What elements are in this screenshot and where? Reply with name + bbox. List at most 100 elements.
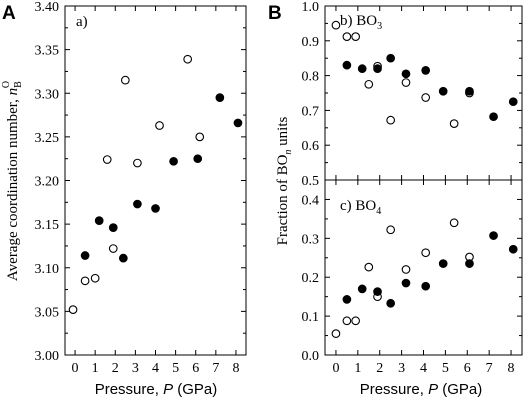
chart-a-point-open: [102, 155, 112, 164]
chart-b-ytick-label: 0.6: [302, 139, 320, 154]
chart-c-ytick-label: 0.1: [302, 310, 320, 325]
chart-a-point-filled: [169, 156, 178, 166]
chart-c-xtick-label: 8: [508, 361, 515, 376]
chart-a-point-filled: [151, 204, 160, 213]
chart-c-point-open: [351, 316, 360, 326]
chart-a-point-open: [120, 75, 130, 85]
chart-c-point-filled: [373, 287, 382, 296]
chart-b-point-open: [449, 119, 459, 128]
chart-b-point-open: [386, 115, 396, 125]
chart-c-point-filled: [401, 278, 411, 288]
chart-b-point-open: [421, 93, 431, 102]
chart-c-point-open: [364, 262, 374, 272]
chart-a-point-open: [108, 244, 118, 253]
chart-c-point-filled: [342, 295, 352, 304]
chart-b-ytick-label: 0.7: [302, 104, 320, 119]
chart-c-point-open: [342, 316, 352, 326]
chart-c-xtick-label: 7: [486, 361, 493, 376]
chart-a-ytick-label: 3.25: [35, 131, 60, 146]
chart-b-point-filled: [438, 86, 448, 96]
chart-b-annotation: b) BO3: [340, 13, 382, 32]
chart-a-point-open: [183, 54, 193, 64]
chart-c-ytick-label: 0.0: [302, 349, 320, 364]
chart-bc-ylabel: Fraction of BOn units: [275, 116, 294, 245]
chart-a-ytick-label: 3.05: [35, 305, 60, 320]
chart-c-point-open: [449, 218, 459, 228]
chart-b: 0.5 0.6 0.7 0.8 0.9 1.0 b) BO3: [302, 0, 523, 189]
chart-a-xtick-label: 2: [112, 361, 119, 376]
chart-a-frame: [64, 5, 247, 356]
chart-b-ytick-label: 1.0: [302, 0, 320, 15]
chart-b-point-open: [401, 78, 411, 87]
chart-c-point-filled: [438, 259, 448, 268]
chart-c-point-filled: [421, 281, 431, 291]
chart-a-point-open: [133, 158, 142, 168]
chart-b-point-filled: [465, 86, 474, 96]
chart-c-point-open: [386, 225, 396, 235]
chart-a-point-open: [90, 273, 100, 283]
chart-a-xtick-label: 8: [232, 361, 239, 376]
chart-a-point-open: [80, 276, 90, 286]
chart-a-xtick-label: 4: [152, 361, 159, 376]
chart-a-xtick-label: 3: [132, 361, 139, 376]
chart-b-ytick-label: 0.9: [302, 35, 320, 50]
chart-a-xtick-label: 7: [212, 361, 219, 376]
chart-c-point-filled: [465, 259, 474, 268]
chart-a-ytick-label: 3.00: [35, 349, 60, 364]
chart-a-point-filled: [215, 93, 225, 102]
chart-a-point-filled: [108, 223, 118, 232]
chart-b-ticks: 0.5 0.6 0.7 0.8 0.9 1.0: [302, 0, 522, 189]
chart-a-ytick-label: 3.40: [35, 0, 60, 15]
chart-c-point-filled: [508, 244, 518, 254]
chart-a-ticks: 0 1 2 3 4 5 6 7 8 3.00 3.05 3.10 3.15 3.20 3.25 3.30 3.3…: [35, 0, 246, 376]
chart-b-point-open: [331, 20, 341, 30]
chart-a-ylabel: Average coordination number, nBO: [1, 81, 24, 281]
chart-c-xtick-label: 4: [420, 361, 427, 376]
chart-b-points: [331, 20, 518, 128]
chart-a-xtick-label: 5: [172, 361, 179, 376]
chart-b-point-open: [342, 32, 352, 41]
chart-a-ytick-label: 3.30: [35, 87, 60, 102]
chart-c-point-open: [331, 329, 341, 338]
chart-a-point-filled: [233, 118, 243, 128]
chart-c-point-open: [421, 248, 431, 258]
chart-b-point-filled: [342, 60, 352, 70]
chart-b-point-filled: [508, 97, 518, 107]
chart-a-xtick-label: 0: [72, 361, 79, 376]
chart-c-point-filled: [357, 284, 367, 294]
chart-a-point-filled: [80, 251, 90, 260]
chart-c-xtick-label: 0: [332, 361, 339, 376]
chart-a-point-filled: [133, 199, 142, 209]
chart-a-annotation: a): [76, 14, 88, 30]
chart-c: 0 1 2 3 4 5 6 7 8 0.0 0.1 0.2 0.3 0.4 c) BO4 Pressure…: [302, 179, 523, 398]
chart-c-points: [331, 218, 518, 338]
chart-b-point-filled: [489, 112, 498, 122]
chart-a-ytick-label: 3.10: [35, 262, 60, 277]
chart-c-xtick-label: 3: [398, 361, 405, 376]
chart-c-xtick-label: 6: [464, 361, 471, 376]
chart-c-point-filled: [489, 231, 498, 240]
chart-a-ytick-label: 3.15: [35, 218, 60, 233]
chart-a-point-filled: [118, 253, 128, 263]
chart-a-xtick-label: 1: [92, 361, 99, 376]
chart-c-ytick-label: 0.3: [302, 232, 320, 247]
chart-b-point-filled: [421, 66, 431, 75]
chart-b-point-filled: [401, 69, 411, 79]
chart-b-point-open: [364, 79, 374, 89]
panel-label-b: B: [268, 3, 282, 24]
chart-a-xlabel: Pressure, P (GPa): [95, 381, 218, 398]
chart-a-point-open: [155, 121, 164, 130]
chart-a-ytick-label: 3.20: [35, 175, 60, 190]
chart-b-point-filled: [386, 53, 396, 63]
chart-c-ytick-label: 0.4: [302, 193, 320, 208]
chart-a-point-open: [195, 132, 205, 142]
chart-c-ticks: 0 1 2 3 4 5 6 7 8 0.0 0.1 0.2 0.3 0.4: [302, 180, 522, 376]
chart-b-point-open: [351, 32, 360, 41]
chart-b-ytick-label: 0.5: [302, 174, 320, 189]
chart-c-xlabel: Pressure, P (GPa): [360, 381, 483, 398]
chart-c-xtick-label: 5: [442, 361, 449, 376]
chart-c-xtick-label: 1: [354, 361, 361, 376]
chart-a: 0 1 2 3 4 5 6 7 8 3.00 3.05 3.10 3.15 3.20 3.25 3.30 3.3…: [1, 0, 247, 398]
chart-c-xtick-label: 2: [376, 361, 383, 376]
